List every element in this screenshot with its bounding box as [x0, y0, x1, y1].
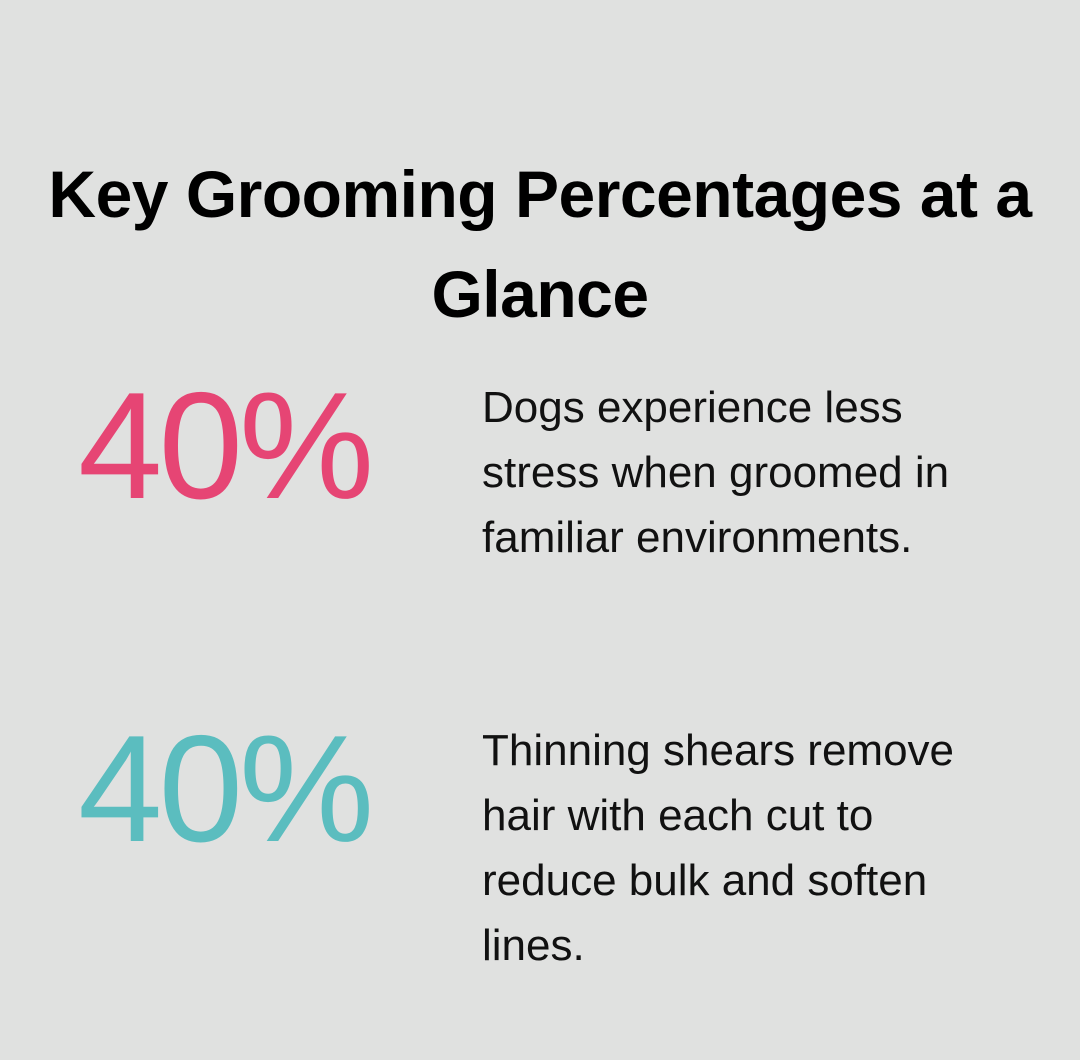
stat-value-2: 40% [78, 704, 374, 874]
stat-description-1: Dogs experience less stress when groomed… [482, 383, 950, 562]
page-title: Key Grooming Percentages at a Glance [48, 157, 1032, 332]
stat-description-2: Thinning shears remove hair with each cu… [482, 726, 955, 970]
stat-value-1: 40% [78, 361, 374, 531]
